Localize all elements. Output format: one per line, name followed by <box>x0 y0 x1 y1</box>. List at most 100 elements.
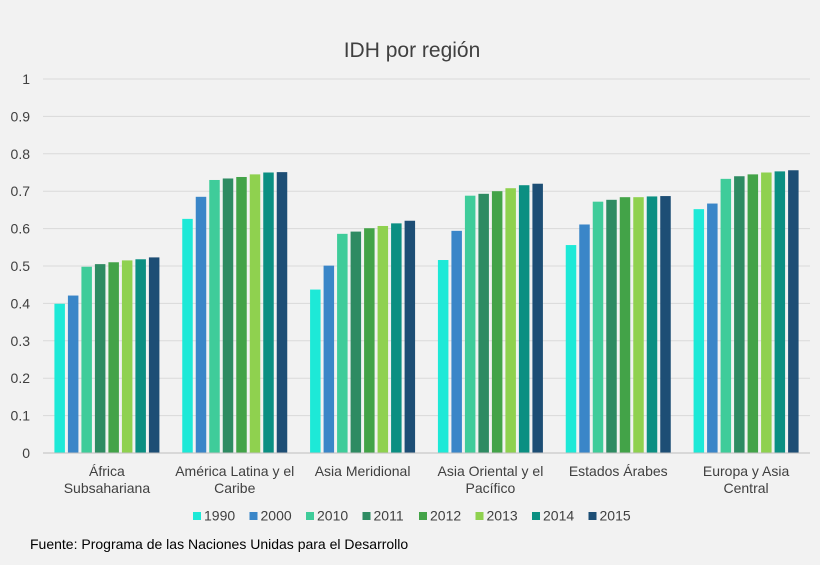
bar-2012-2 <box>364 228 375 453</box>
bar-2015-1 <box>276 172 288 453</box>
bar-2011-1 <box>222 178 234 453</box>
bar-2010-1 <box>209 179 220 454</box>
category-label: Asia Meridional <box>315 463 411 479</box>
bar-2012-3 <box>491 191 503 453</box>
y-tick-label: 0.6 <box>11 221 31 237</box>
bar-2013-1 <box>249 174 261 453</box>
y-tick-label: 0.9 <box>11 108 31 124</box>
legend-label: 2013 <box>487 508 518 524</box>
bar-1990-1 <box>182 218 193 453</box>
bar-2000-1 <box>195 196 207 453</box>
chart-title: IDH por región <box>344 39 481 62</box>
bar-2000-5 <box>707 203 718 453</box>
bar-2014-0 <box>135 259 146 453</box>
bar-2013-4 <box>633 197 644 453</box>
bar-2011-5 <box>734 176 745 454</box>
bar-2015-4 <box>660 196 671 453</box>
bars <box>54 170 799 454</box>
bar-2011-2 <box>350 231 362 453</box>
bar-2012-5 <box>747 174 759 453</box>
bar-2012-4 <box>619 197 631 453</box>
legend-item-2013: 2013 <box>475 508 518 524</box>
category-label: Asia Oriental y el <box>438 463 544 479</box>
category-label: África <box>89 463 125 479</box>
legend-swatch <box>532 512 540 520</box>
y-tick-label: 0.4 <box>11 295 31 311</box>
legend-label: 2011 <box>374 508 404 524</box>
legend-swatch <box>193 512 201 520</box>
bar-2000-2 <box>323 265 335 453</box>
y-tick-label: 0.2 <box>11 370 31 386</box>
y-tick-label: 0 <box>22 445 30 461</box>
bar-2015-2 <box>404 220 416 453</box>
legend-item-2011: 2011 <box>362 508 404 524</box>
bar-1990-0 <box>54 303 65 453</box>
legend-label: 2000 <box>261 508 292 524</box>
bar-2011-3 <box>478 193 489 453</box>
bar-2014-2 <box>391 223 402 453</box>
legend-swatch <box>249 512 258 520</box>
category-label: Central <box>724 480 769 496</box>
legend-item-2010: 2010 <box>306 508 348 524</box>
legend-item-2012: 2012 <box>419 508 461 524</box>
bar-1990-5 <box>693 209 705 453</box>
legend-label: 2015 <box>600 508 631 524</box>
legend-swatch <box>362 512 371 520</box>
source-note: Fuente: Programa de las Naciones Unidas … <box>30 536 409 552</box>
category-label: Subsahariana <box>64 480 151 496</box>
legend-swatch <box>419 512 427 520</box>
y-tick-label: 0.1 <box>11 408 31 424</box>
bar-2011-0 <box>94 264 106 453</box>
bar-1990-4 <box>565 245 577 453</box>
bar-2010-0 <box>81 266 92 453</box>
legend-swatch <box>306 512 314 520</box>
category-label: América Latina y el <box>175 463 294 479</box>
bar-2014-1 <box>263 172 274 453</box>
legend-item-2015: 2015 <box>588 508 631 524</box>
bar-2010-4 <box>592 201 604 453</box>
category-label: Estados Árabes <box>569 463 668 479</box>
category-label: Caribe <box>214 480 255 496</box>
legend-swatch <box>475 512 484 520</box>
legend-label: 2012 <box>430 508 461 524</box>
bar-2014-3 <box>518 185 530 453</box>
bar-2000-0 <box>67 295 79 453</box>
legend-item-2000: 2000 <box>249 508 292 524</box>
bar-2010-3 <box>464 195 476 454</box>
bar-2015-0 <box>148 257 160 453</box>
bar-2012-1 <box>236 176 247 453</box>
legend: 1990 2000 2010 2011 2012 2013 2014 2015 <box>193 508 631 524</box>
y-tick-label: 1 <box>22 71 30 87</box>
bar-2013-0 <box>121 260 133 453</box>
y-tick-label: 0.7 <box>11 183 31 199</box>
bar-2000-3 <box>451 230 462 453</box>
bar-2010-2 <box>337 233 348 453</box>
bar-2015-3 <box>532 183 543 453</box>
legend-swatch <box>588 512 597 520</box>
bar-1990-3 <box>437 260 449 453</box>
bar-2013-3 <box>505 188 516 453</box>
bar-1990-2 <box>310 289 321 453</box>
y-axis-tick-labels: 0 0.1 0.2 0.3 0.4 0.5 0.6 0.7 0.8 0.9 1 <box>11 71 31 461</box>
bar-2013-5 <box>761 172 772 453</box>
bar-2014-4 <box>646 196 658 453</box>
bar-2000-4 <box>579 224 590 453</box>
legend-item-1990: 1990 <box>193 508 235 524</box>
bar-2014-5 <box>774 171 786 454</box>
bar-2012-0 <box>108 262 119 453</box>
gridlines <box>43 78 810 417</box>
category-label: Pacífico <box>466 480 516 496</box>
legend-label: 1990 <box>204 508 235 524</box>
legend-label: 2010 <box>317 508 348 524</box>
y-tick-label: 0.8 <box>11 146 31 162</box>
bar-2013-2 <box>377 225 389 453</box>
bar-2015-5 <box>788 170 799 454</box>
bar-2010-5 <box>720 178 732 453</box>
legend-label: 2014 <box>543 508 574 524</box>
y-tick-label: 0.5 <box>11 258 31 274</box>
legend-item-2014: 2014 <box>532 508 574 524</box>
y-tick-label: 0.3 <box>11 333 31 349</box>
bar-2011-4 <box>606 199 617 453</box>
